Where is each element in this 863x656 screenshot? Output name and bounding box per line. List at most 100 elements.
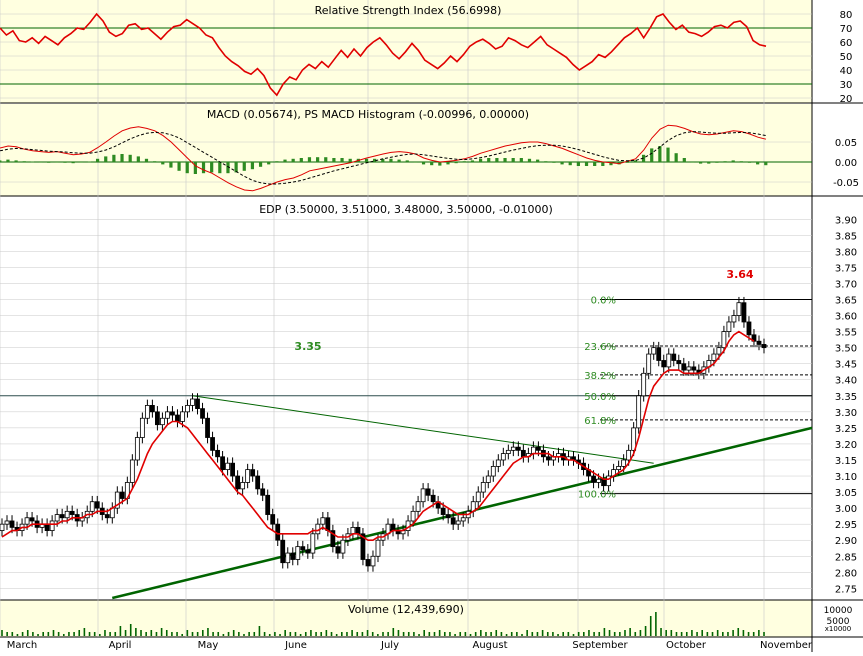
candle-body: [295, 546, 301, 560]
price-tick-label: 3.30: [835, 408, 857, 419]
candle-body: [641, 372, 647, 397]
month-label: June: [284, 640, 307, 651]
volume-tick-label: 10000: [824, 606, 853, 616]
macd-histogram-bar: [38, 162, 43, 163]
candle-body: [420, 488, 426, 503]
candle-body: [726, 321, 732, 332]
macd-histogram-bar: [739, 161, 743, 162]
macd-histogram-bar: [242, 162, 246, 171]
macd-histogram-bar: [609, 162, 613, 166]
candle-body: [445, 514, 451, 519]
candle-body: [170, 411, 175, 416]
candle-body: [636, 395, 642, 429]
macd-tick-label: -0.05: [833, 178, 859, 189]
price-tick-label: 3.25: [835, 424, 857, 435]
macd-histogram-bar: [413, 162, 417, 163]
price-tick-label: 2.90: [835, 536, 857, 547]
macd-histogram-bar: [112, 154, 116, 162]
candle-body: [230, 462, 236, 477]
candle-body: [746, 321, 752, 336]
candle-body: [686, 366, 692, 371]
candle-body: [365, 559, 371, 567]
price-tick-label: 3.55: [835, 328, 857, 339]
candle-body: [736, 302, 742, 316]
macd-histogram-bar: [707, 162, 711, 164]
macd-histogram-bar: [552, 162, 556, 163]
candle-body: [240, 482, 246, 490]
fibonacci-label: 38.2%: [584, 371, 616, 382]
macd-histogram-bar: [503, 158, 507, 162]
candle-body: [185, 405, 190, 413]
candle-body: [160, 417, 165, 426]
candle-body: [731, 315, 737, 323]
candle-body: [149, 405, 155, 413]
candle-body: [310, 533, 316, 554]
month-label: September: [572, 640, 628, 651]
price-tick-label: 3.90: [835, 215, 857, 226]
macd-histogram-bar: [128, 154, 132, 162]
candle-body: [711, 353, 717, 361]
macd-line: [0, 124, 767, 192]
volume-title: Volume (12,439,690): [348, 603, 464, 616]
month-label: May: [198, 640, 219, 651]
macd-histogram-bar: [690, 162, 695, 163]
price-tick-label: 3.85: [835, 231, 857, 242]
macd-histogram-bar: [593, 162, 597, 166]
candle-body: [621, 459, 627, 467]
volume-tick-label: x10000: [825, 625, 851, 633]
month-label: November: [760, 640, 813, 651]
candle-body: [210, 437, 215, 451]
candle-body: [651, 347, 657, 355]
candle-body: [520, 449, 526, 458]
macd-histogram-bar: [324, 157, 328, 162]
macd-histogram-bar: [22, 161, 26, 162]
macd-histogram-bar: [601, 162, 605, 166]
price-panel-bg: [0, 197, 812, 600]
rsi-tick-label: 70: [840, 24, 853, 35]
macd-histogram-bar: [30, 161, 34, 163]
macd-histogram-bar: [95, 158, 100, 162]
candle-body: [546, 456, 551, 461]
macd-histogram-bar: [511, 158, 515, 162]
candle-body: [155, 411, 160, 426]
rsi-tick-label: 60: [840, 38, 853, 49]
candle-body: [94, 501, 100, 509]
candle-body: [505, 449, 511, 454]
candle-body: [59, 514, 65, 519]
candle-body: [129, 459, 135, 483]
macd-histogram-bar: [332, 158, 336, 162]
candle-body: [646, 353, 652, 374]
macd-histogram-bar: [536, 159, 540, 162]
month-label: July: [380, 640, 399, 651]
macd-histogram-bar: [201, 162, 206, 174]
rsi-tick-label: 80: [840, 10, 853, 21]
candle-body: [305, 549, 311, 554]
candle-body: [430, 494, 436, 503]
candle-body: [756, 340, 762, 345]
candle-body: [340, 539, 346, 554]
macd-histogram-bar: [120, 154, 124, 162]
candle-body: [661, 360, 667, 368]
macd-histogram-bar: [71, 162, 75, 164]
fibonacci-label: 61.8%: [584, 416, 616, 427]
macd-histogram-bar: [438, 162, 442, 166]
candle-body: [355, 526, 361, 535]
candle-body: [180, 411, 185, 422]
candle-body: [631, 427, 637, 451]
macd-histogram-bar: [633, 160, 638, 162]
price-tick-label: 2.75: [835, 584, 857, 595]
macd-histogram-bar: [275, 161, 279, 162]
macd-histogram-bar: [14, 160, 18, 162]
macd-histogram-bar: [421, 162, 426, 165]
macd-histogram-bar: [544, 161, 548, 162]
price-tick-label: 2.80: [835, 568, 857, 579]
macd-histogram-bar: [0, 160, 2, 162]
candle-body: [681, 363, 687, 371]
resistance-label: 3.35: [294, 340, 321, 353]
macd-histogram-bar: [764, 162, 768, 166]
candle-body: [716, 347, 722, 355]
candle-body: [29, 517, 35, 522]
macd-histogram-bar: [519, 158, 523, 162]
rsi-title: Relative Strength Index (56.6998): [315, 4, 502, 17]
